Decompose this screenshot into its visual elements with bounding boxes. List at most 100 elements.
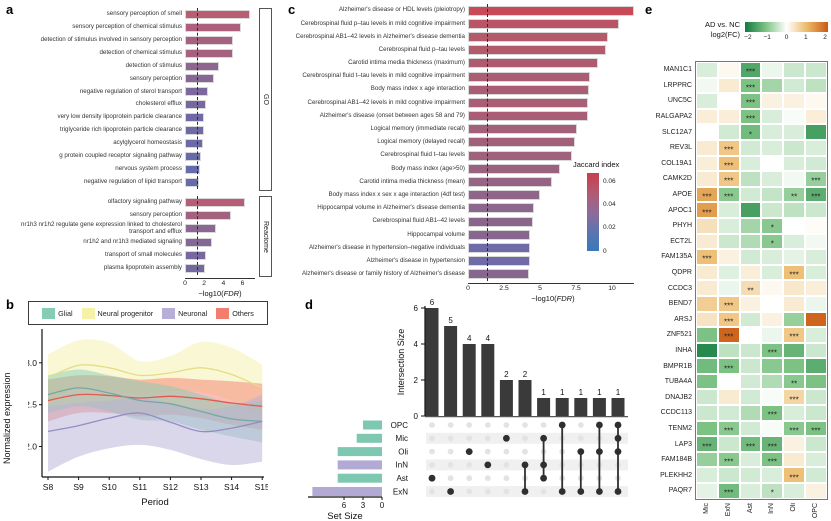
bar-track [468, 4, 638, 17]
significance-stars: *** [789, 395, 799, 405]
enrichment-bar [185, 22, 241, 32]
bar-track [185, 21, 255, 34]
heatmap-cell: *** [717, 171, 740, 187]
bar-track [468, 149, 638, 162]
set-size-axis-title: Set Size [327, 511, 362, 521]
celltype-column-label: ExN [724, 502, 732, 517]
jaccard-gradient [587, 173, 599, 251]
set-size-tick-label: 3 [361, 501, 366, 510]
legend-item: Neuronal [162, 307, 207, 319]
heatmap-row: *** [696, 108, 827, 125]
heatmap-cell: *** [717, 155, 740, 172]
heatmap-cell: *** [783, 327, 805, 343]
matrix-dot-inactive [429, 422, 435, 428]
heatmap-cell [696, 93, 718, 109]
heatmap-cell [783, 202, 805, 218]
enrichment-bar-row: olfactory signaling pathway [2, 196, 255, 209]
gene-label: INHA [675, 346, 692, 354]
intersection-size-label: 2 [523, 370, 528, 379]
bar-track [468, 255, 638, 268]
heatmap-cell [761, 420, 784, 437]
enrichment-term-label: sensory perception of chemical stimulus [72, 23, 182, 31]
enrichment-term-label: detection of stimulus [125, 61, 182, 69]
heatmap-cell [783, 483, 805, 499]
gene-label: FAM135A [661, 253, 692, 261]
bar-track [468, 44, 638, 57]
significance-stars: *** [811, 192, 821, 202]
heatmap-cell: * [739, 124, 762, 140]
bar-track [468, 241, 638, 254]
heatmap-cell [739, 342, 762, 359]
heatmap-cell: *** [739, 77, 762, 94]
heatmap-cell [739, 171, 762, 187]
heatmap-row: *** [696, 155, 827, 172]
heatmap-row: *** *** *** [696, 420, 827, 437]
ribbon-neural-progenitor [48, 339, 263, 418]
heatmap-cell [739, 451, 762, 468]
line-neural-progenitor [47, 364, 263, 389]
matrix-dot-inactive [503, 422, 510, 428]
heatmap-cell: * [761, 233, 784, 250]
heatmap-row: *** [696, 311, 827, 328]
matrix-dot-inactive [429, 435, 435, 442]
heatmap-cell [761, 389, 784, 406]
x-tick-label: S15 [255, 482, 268, 492]
heatmap-cell [739, 483, 762, 499]
heatmap-grid: *** *** *** *** * *** *** *** *** *** *** ** *** *** *… [695, 61, 828, 500]
y-tick-label: 0 [414, 412, 419, 421]
bar-track [185, 235, 255, 248]
legend-swatch [81, 307, 95, 319]
legend-swatch [216, 307, 230, 319]
gwas-trait-label: Cerebrospinal fluid t–tau levels [380, 151, 465, 159]
heatmap-cell: *** [717, 451, 740, 468]
heatmap-cell [761, 264, 784, 281]
heatmap-cell [739, 373, 762, 390]
intersection-size-label: 1 [616, 388, 621, 397]
heatmap-cell [804, 358, 827, 374]
significance-stars: *** [745, 442, 756, 452]
enrichment-term-label: sensory perception of smell [106, 10, 182, 18]
heatmap-cell [761, 77, 784, 94]
gwas-trait-label: Alzheimer's disease in hypertension [366, 256, 465, 264]
line-others [47, 393, 263, 407]
matrix-dot-inactive [503, 488, 510, 495]
heatmap-cell [761, 327, 784, 343]
enrichment-term-label: very low density lipoprotein particle cl… [57, 113, 183, 121]
enrichment-term-label: transport of small molecules [104, 251, 182, 259]
heatmap-cell [739, 264, 762, 281]
enrichment-bar [185, 125, 205, 135]
significance-stars: ** [790, 379, 798, 389]
intersection-bar [574, 398, 588, 416]
gene-label: DNAJB2 [665, 393, 692, 401]
bar-track [185, 34, 255, 47]
gwas-bar [468, 216, 533, 227]
x-axis-title: −log10(FDR) [198, 289, 242, 299]
matrix-dot-inactive [466, 435, 473, 442]
jaccard-tick-label: 0.02 [603, 224, 616, 232]
matrix-dot-active [614, 488, 622, 495]
matrix-dot-inactive [484, 422, 491, 428]
gwas-bar-row: Alzheimer's disease or HDL levels (pleio… [270, 4, 638, 17]
x-tick-label: 5 [538, 285, 542, 293]
heatmap-row: *** [696, 139, 827, 156]
heatmap-cell: *** [717, 295, 740, 312]
gene-label: ARSJ [674, 315, 692, 323]
heatmap-row: *** [696, 467, 827, 484]
heatmap-cell [696, 62, 718, 78]
bar-track [185, 163, 255, 176]
heatmap-cell [804, 405, 827, 421]
enrichment-bar-row: very low density lipoprotein particle cl… [2, 111, 255, 124]
enrichment-bar [185, 164, 201, 174]
enrichment-bar [185, 9, 251, 19]
enrichment-term-label: cholesterol efflux [135, 100, 182, 108]
panel-d-upset-plot: 0 2 4 6 Intersection Size 6 5 4 4 2 2 1 1 1 1 1 OPC Mic Ol… [270, 295, 642, 521]
set-label: OPC [391, 421, 409, 430]
heatmap-row: ** [696, 373, 827, 390]
gene-label: TUBA4A [664, 378, 692, 386]
set-label: ExN [393, 487, 408, 496]
bar-track [185, 137, 255, 150]
heatmap-cell [804, 77, 827, 94]
x-axis-title: −log10(FDR) [531, 294, 575, 304]
heatmap-cell [696, 467, 718, 484]
heatmap-cell: *** [739, 93, 762, 109]
